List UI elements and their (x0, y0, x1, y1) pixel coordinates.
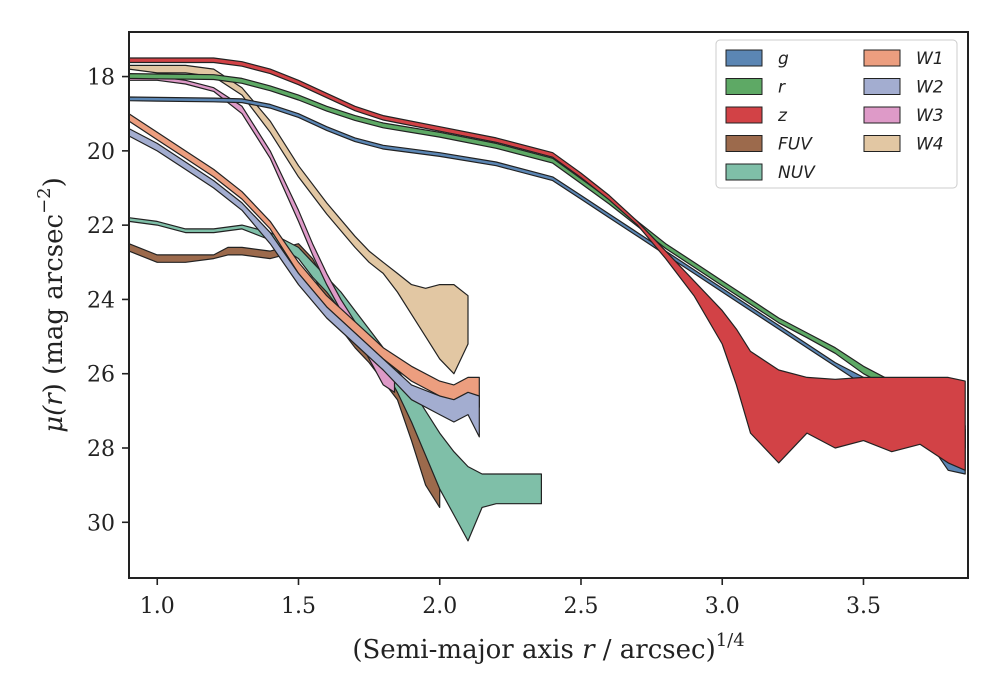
legend-swatch-z (725, 106, 763, 124)
y-tick-label: 20 (87, 140, 115, 165)
legend-label-r: r (778, 78, 786, 98)
legend-swatch-fuv (725, 135, 763, 152)
x-tick-label: 2.5 (563, 594, 598, 619)
y-tick-label: 18 (87, 66, 115, 91)
legend-label-z: z (777, 106, 788, 126)
legend-swatch-w2 (863, 78, 901, 95)
series-band-w3 (128, 76, 396, 393)
legend-swatch-w1 (863, 49, 901, 67)
x-axis-label: (Semi-major axis r / arcsec)1/4 (352, 630, 744, 665)
y-tick-label: 30 (87, 511, 115, 536)
x-tick-label: 2.0 (422, 594, 457, 619)
series-band-nuv (128, 217, 542, 542)
x-tick-label: 3.0 (705, 594, 740, 619)
legend-label-w3: W3 (916, 106, 944, 126)
y-tick-label: 26 (87, 363, 115, 388)
x-tick-label: 3.5 (846, 594, 881, 619)
y-axis-ticks: 18 20 22 24 26 28 30 (87, 66, 129, 536)
y-tick-label: 22 (87, 214, 115, 239)
legend-swatch-w4 (863, 135, 901, 152)
x-tick-label: 1.5 (281, 594, 316, 619)
legend-label-w2: W2 (916, 78, 944, 98)
legend-label-w1: W1 (916, 49, 944, 69)
series-band-g (128, 96, 966, 475)
legend-swatch-w3 (863, 106, 901, 124)
y-tick-label: 24 (87, 288, 115, 313)
legend-swatch-nuv (725, 163, 763, 181)
series-band-z (128, 57, 966, 471)
series-bands (128, 57, 966, 542)
legend: grz FUV NUV W1 W2 W3 W4 (715, 39, 958, 189)
legend-label-fuv: FUV (778, 135, 813, 155)
legend-swatch-g (725, 49, 763, 67)
series-band-w4 (128, 64, 469, 375)
y-tick-label: 28 (87, 437, 115, 462)
legend-label-w4: W4 (916, 135, 944, 155)
x-axis-ticks: 1.0 1.5 2.0 2.5 3.0 3.5 (140, 578, 881, 619)
legend-label-nuv: NUV (778, 163, 816, 183)
y-axis-label: μ(r) (mag arcsec−2) (34, 177, 69, 433)
plot-frame (128, 31, 969, 579)
series-band-w2 (128, 128, 480, 438)
legend-label-g: g (778, 49, 789, 69)
legend-swatch-r (725, 78, 763, 95)
x-tick-label: 1.0 (140, 594, 175, 619)
